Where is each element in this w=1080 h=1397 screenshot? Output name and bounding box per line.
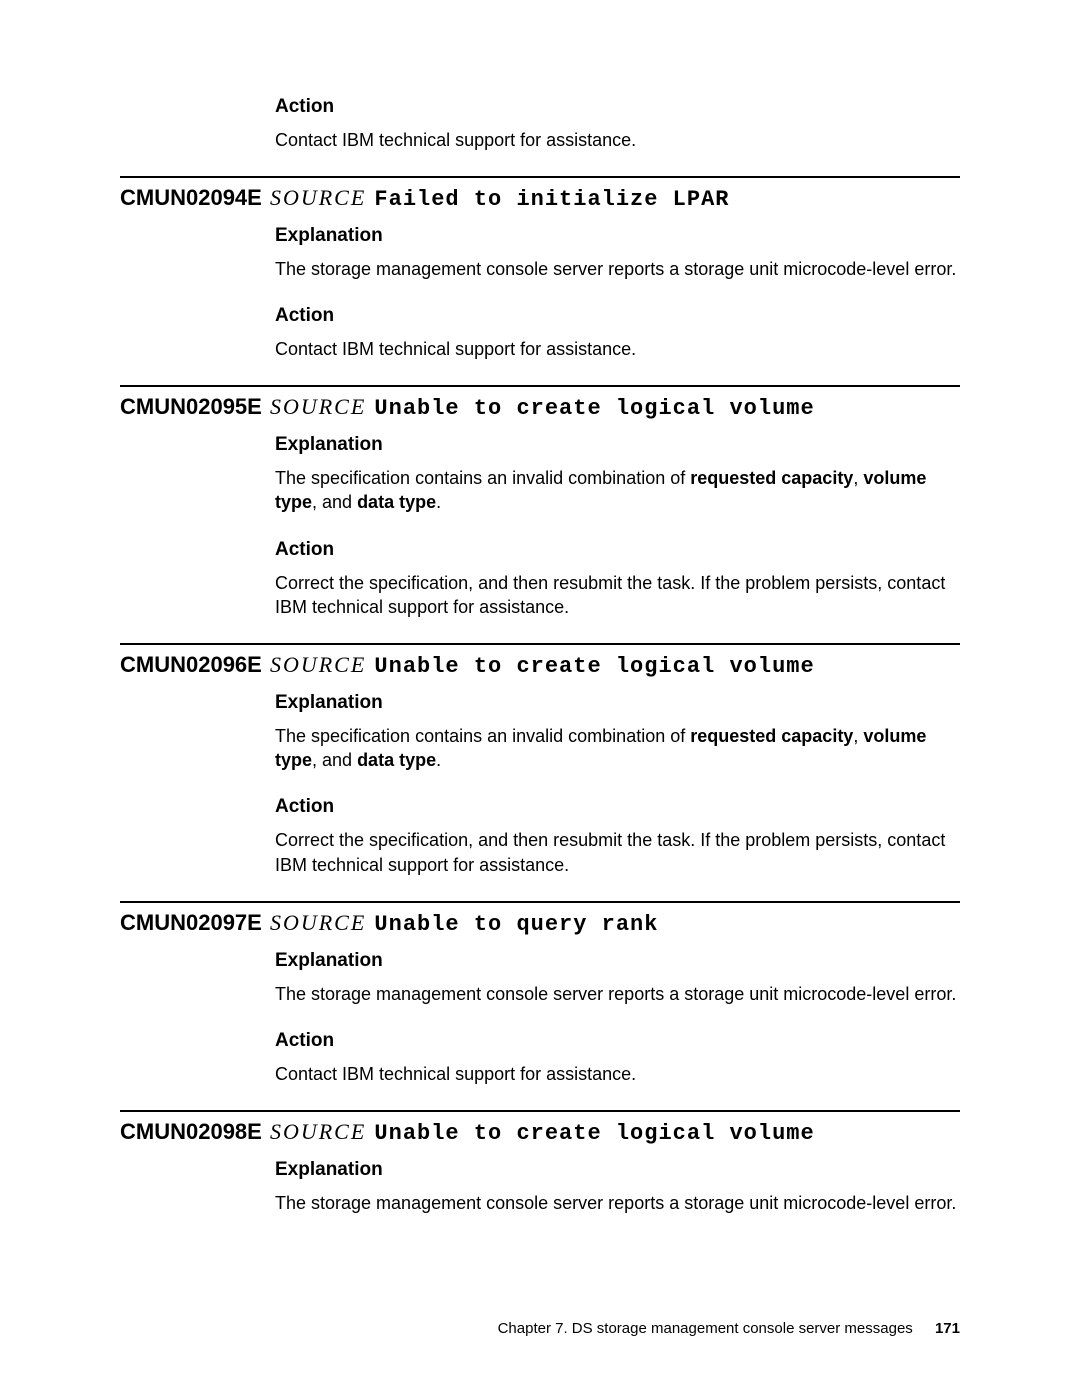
message-code: CMUN02096E (120, 652, 262, 677)
page-footer: Chapter 7. DS storage management console… (498, 1320, 960, 1337)
action-text: Contact IBM technical support for assist… (275, 1062, 960, 1086)
bold-term: requested capacity (690, 468, 853, 488)
explanation-text: The storage management console server re… (275, 1191, 960, 1215)
message-body: Explanation The storage management conso… (275, 225, 960, 362)
bold-term: requested capacity (690, 726, 853, 746)
explanation-text: The storage management console server re… (275, 257, 960, 281)
text: . (436, 750, 441, 770)
text: , (853, 726, 863, 746)
text: , and (312, 492, 357, 512)
message-code: CMUN02094E (120, 185, 262, 210)
explanation-heading: Explanation (275, 1159, 960, 1181)
message-body: Explanation The specification contains a… (275, 692, 960, 877)
explanation-heading: Explanation (275, 434, 960, 456)
message-heading: CMUN02097E SOURCE Unable to query rank (120, 909, 960, 940)
message-source: SOURCE (270, 910, 366, 935)
message-heading: CMUN02098E SOURCE Unable to create logic… (120, 1118, 960, 1149)
message-source: SOURCE (270, 1119, 366, 1144)
explanation-heading: Explanation (275, 225, 960, 247)
text: . (436, 492, 441, 512)
divider (120, 643, 960, 645)
explanation-text: The storage management console server re… (275, 982, 960, 1006)
action-text: Contact IBM technical support for assist… (275, 337, 960, 361)
bold-term: data type (357, 492, 436, 512)
action-heading: Action (275, 305, 960, 327)
action-text: Correct the specification, and then resu… (275, 828, 960, 877)
explanation-heading: Explanation (275, 950, 960, 972)
footer-chapter: Chapter 7. DS storage management console… (498, 1320, 913, 1337)
explanation-text: The specification contains an invalid co… (275, 724, 960, 773)
message-title: Failed to initialize LPAR (374, 187, 729, 212)
bold-term: data type (357, 750, 436, 770)
text: , (853, 468, 863, 488)
action-heading: Action (275, 96, 960, 118)
message-source: SOURCE (270, 394, 366, 419)
explanation-heading: Explanation (275, 692, 960, 714)
action-text: Contact IBM technical support for assist… (275, 128, 960, 152)
explanation-text: The specification contains an invalid co… (275, 466, 960, 515)
message-title: Unable to create logical volume (374, 1121, 814, 1146)
action-heading: Action (275, 1030, 960, 1052)
action-heading: Action (275, 539, 960, 561)
text: The specification contains an invalid co… (275, 726, 690, 746)
text: The specification contains an invalid co… (275, 468, 690, 488)
intro-block: Action Contact IBM technical support for… (275, 96, 960, 152)
message-body: Explanation The specification contains a… (275, 434, 960, 619)
message-code: CMUN02097E (120, 910, 262, 935)
text: , and (312, 750, 357, 770)
message-code: CMUN02098E (120, 1119, 262, 1144)
action-heading: Action (275, 796, 960, 818)
message-code: CMUN02095E (120, 394, 262, 419)
divider (120, 901, 960, 903)
footer-page-number: 171 (935, 1320, 960, 1337)
message-source: SOURCE (270, 185, 366, 210)
message-heading: CMUN02094E SOURCE Failed to initialize L… (120, 184, 960, 215)
message-body: Explanation The storage management conso… (275, 1159, 960, 1215)
message-heading: CMUN02096E SOURCE Unable to create logic… (120, 651, 960, 682)
message-title: Unable to query rank (374, 912, 658, 937)
message-body: Explanation The storage management conso… (275, 950, 960, 1087)
message-heading: CMUN02095E SOURCE Unable to create logic… (120, 393, 960, 424)
divider (120, 1110, 960, 1112)
divider (120, 176, 960, 178)
message-title: Unable to create logical volume (374, 396, 814, 421)
action-text: Correct the specification, and then resu… (275, 571, 960, 620)
message-source: SOURCE (270, 652, 366, 677)
divider (120, 385, 960, 387)
page: Action Contact IBM technical support for… (0, 0, 1080, 1397)
message-title: Unable to create logical volume (374, 654, 814, 679)
